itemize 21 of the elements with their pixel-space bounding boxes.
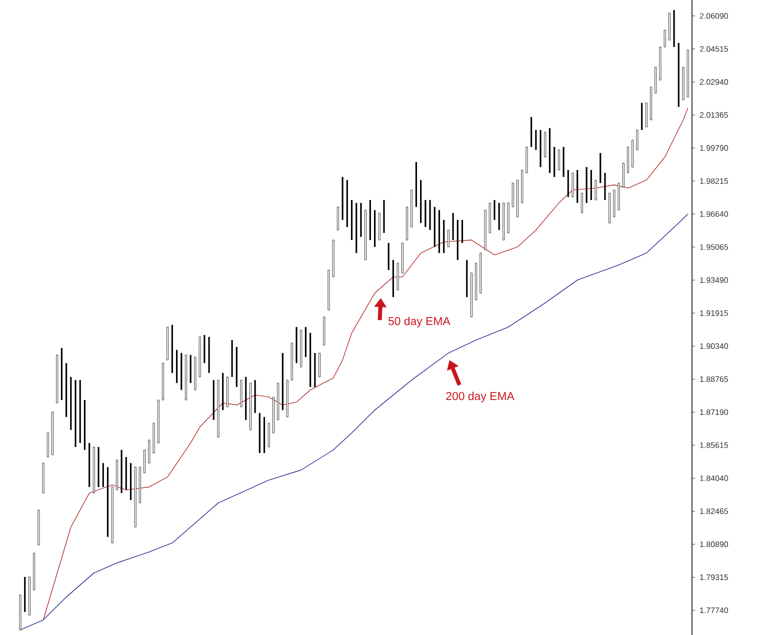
candlestick bbox=[535, 130, 537, 150]
candlestick bbox=[664, 30, 666, 48]
candlestick bbox=[102, 462, 104, 488]
text: 200 day EMA bbox=[446, 392, 514, 402]
candlestick bbox=[148, 440, 150, 464]
candlestick bbox=[622, 162, 624, 188]
candlestick bbox=[636, 130, 638, 150]
candlestick bbox=[144, 450, 146, 474]
candlestick bbox=[594, 180, 597, 200]
candlestick bbox=[268, 422, 270, 448]
candlestick bbox=[558, 150, 560, 170]
line-series bbox=[42, 108, 688, 620]
candlestick bbox=[447, 230, 450, 248]
candlestick bbox=[318, 352, 321, 378]
candlestick bbox=[336, 206, 339, 230]
candlestick bbox=[580, 192, 583, 214]
candlestick bbox=[512, 182, 514, 208]
text: 50 day EMA bbox=[388, 316, 450, 328]
line-series bbox=[20, 214, 688, 630]
candlestick bbox=[461, 220, 464, 244]
candlestick bbox=[494, 200, 496, 220]
